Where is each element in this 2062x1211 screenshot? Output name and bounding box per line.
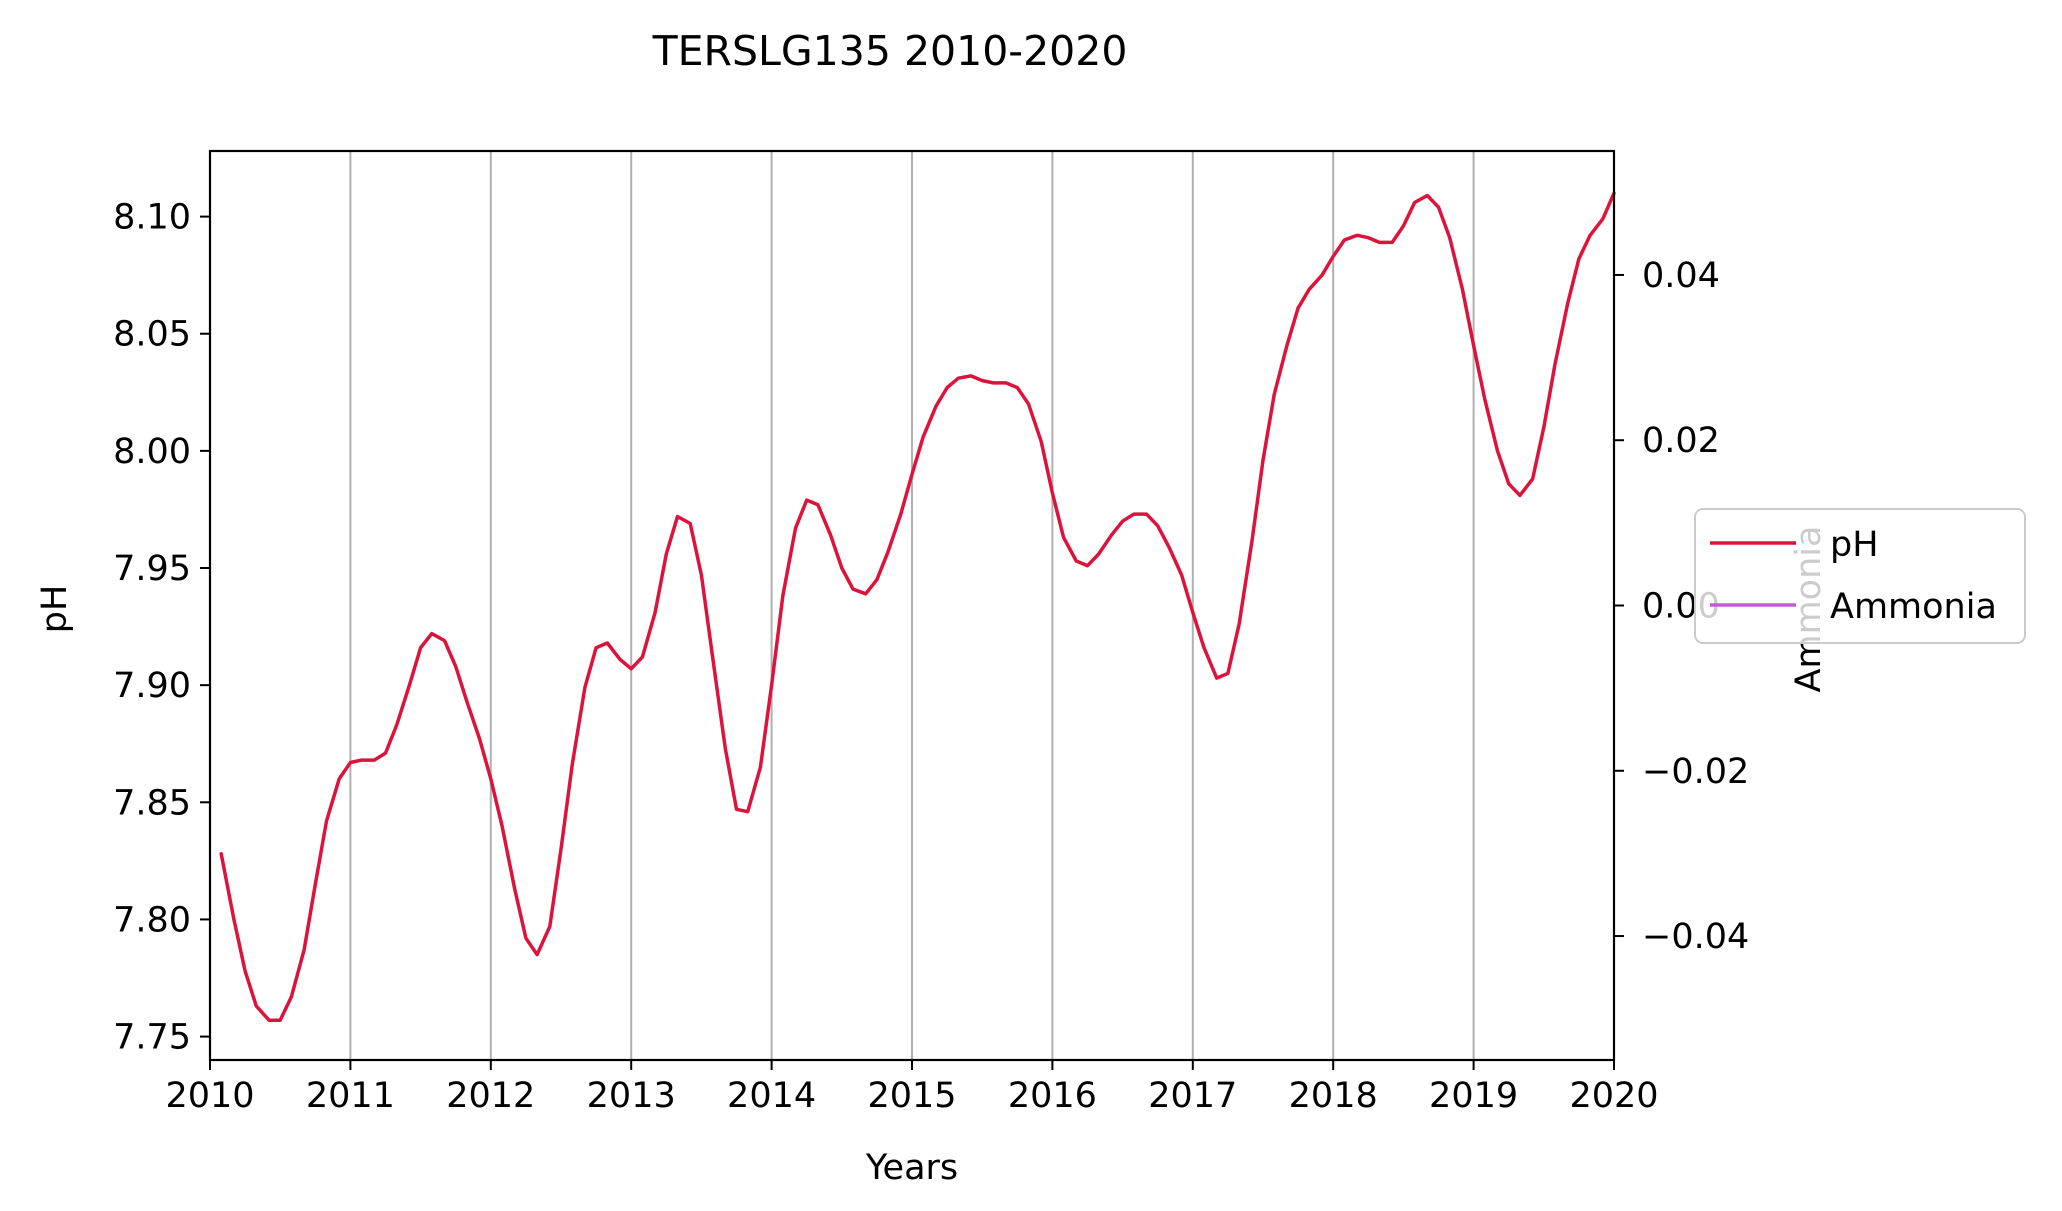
chart-title: TERSLG135 2010-2020 (652, 27, 1128, 75)
x-tick-label: 2010 (165, 1076, 254, 1116)
y2-tick-label: 0.02 (1642, 421, 1720, 461)
y-tick-label: 7.80 (113, 900, 191, 940)
legend: pH Ammonia (1695, 509, 2025, 643)
x-tick-label: 2015 (867, 1076, 956, 1116)
y-tick-label: 8.00 (113, 432, 191, 472)
y2-tick-label: −0.04 (1642, 917, 1749, 957)
y2-tick-label: −0.02 (1642, 752, 1749, 792)
x-tick-label: 2013 (587, 1076, 676, 1116)
x-tick-label: 2018 (1289, 1076, 1378, 1116)
y-tick-label: 7.90 (113, 666, 191, 706)
y2-tick-label: 0.04 (1642, 256, 1720, 296)
x-axis-title: Years (865, 1148, 958, 1188)
x-tick-label: 2011 (306, 1076, 395, 1116)
x-tick-label: 2019 (1429, 1076, 1518, 1116)
x-tick-label: 2017 (1148, 1076, 1237, 1116)
y-tick-label: 7.85 (113, 783, 191, 823)
y-tick-label: 8.10 (113, 198, 191, 238)
y-tick-label: 7.75 (113, 1018, 191, 1058)
x-tick-label: 2016 (1008, 1076, 1097, 1116)
x-tick-label: 2012 (446, 1076, 535, 1116)
y-tick-label: 7.95 (113, 549, 191, 589)
legend-ph-label: pH (1830, 525, 1879, 565)
y-axis-title: pH (35, 585, 75, 634)
y-tick-label: 8.05 (113, 315, 191, 355)
x-tick-label: 2020 (1569, 1076, 1658, 1116)
legend-ammonia-label: Ammonia (1830, 587, 1997, 627)
x-tick-label: 2014 (727, 1076, 816, 1116)
